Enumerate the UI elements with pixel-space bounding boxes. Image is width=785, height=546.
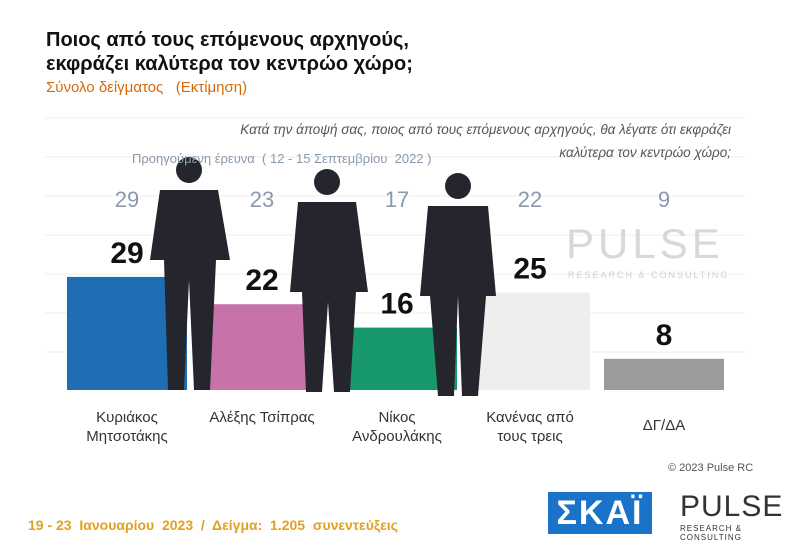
- previous-value: 29: [115, 187, 139, 212]
- logo-skai: ΣΚΑΪ: [548, 492, 652, 534]
- value-label: 22: [245, 264, 278, 297]
- previous-value: 23: [250, 187, 274, 212]
- category-label: Αλέξης Τσίπρας: [209, 409, 315, 426]
- previous-label: Προηγούμενη έρευνα ( 12 - 15 Σεπτεμβρίου…: [132, 151, 432, 166]
- value-label: 8: [656, 319, 673, 352]
- logo-pulse: PULSE: [680, 490, 784, 523]
- category-label: Κανένας από τους τρεις: [486, 409, 574, 445]
- bar: [604, 358, 724, 390]
- previous-value: 9: [658, 187, 670, 212]
- question: Κατά την άποψή σας, ποιος από τους επόμε…: [240, 122, 731, 160]
- footer: 19 - 23 Ιανουαρίου 2023 / Δείγμα: 1.205 …: [28, 517, 398, 533]
- category-label: Νίκος Ανδρουλάκης: [352, 409, 442, 445]
- category-label: ΔΓ/ΔΑ: [642, 417, 686, 434]
- chart-title: Ποιος από τους επόμενους αρχηγούς, εκφρά…: [46, 29, 413, 75]
- value-label: 25: [513, 253, 546, 286]
- chart-subtitle: Σύνολο δείγματος (Εκτίμηση): [46, 79, 248, 96]
- bar: [202, 304, 322, 390]
- value-label: 16: [380, 288, 413, 321]
- watermark-sub: RESEARCH & CONSULTING: [568, 270, 730, 280]
- person-silhouettes: [150, 157, 496, 396]
- category-label: Κυριάκος Μητσοτάκης: [86, 409, 168, 445]
- previous-value: 22: [518, 187, 542, 212]
- watermark: PULSE: [566, 220, 724, 267]
- value-label: 29: [110, 237, 143, 270]
- copyright: © 2023 Pulse RC: [668, 462, 754, 474]
- bar: [470, 292, 590, 390]
- logo-pulse-sub: RESEARCH & CONSULTING: [680, 524, 743, 542]
- previous-value: 17: [385, 187, 409, 212]
